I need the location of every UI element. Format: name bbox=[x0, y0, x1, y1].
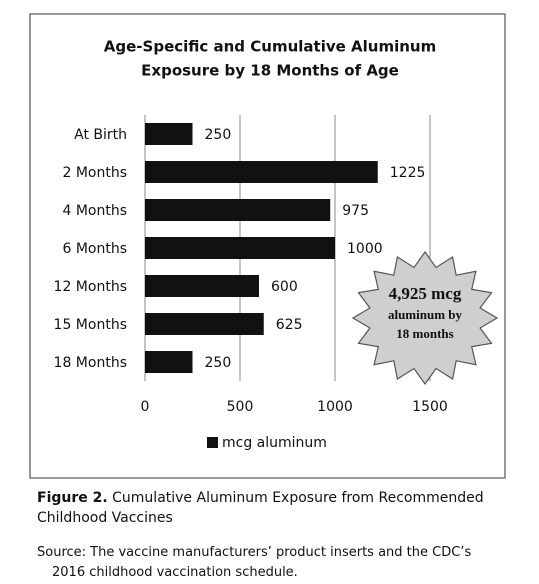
x-tick-label: 0 bbox=[141, 399, 150, 415]
value-label: 1225 bbox=[390, 165, 426, 181]
annotation: 4,925 mcg bbox=[389, 284, 462, 303]
y-tick-label: 15 Months bbox=[54, 317, 127, 333]
value-label: 250 bbox=[205, 355, 232, 371]
chart-frame bbox=[29, 13, 506, 479]
bar bbox=[145, 313, 264, 335]
value-label: 1000 bbox=[347, 241, 383, 257]
bar bbox=[145, 199, 331, 221]
chart-title: Exposure by 18 Months of Age bbox=[141, 62, 399, 80]
legend-swatch bbox=[207, 437, 218, 448]
x-tick-label: 1500 bbox=[412, 399, 448, 415]
bar bbox=[145, 123, 193, 145]
value-label: 250 bbox=[205, 127, 232, 143]
bar bbox=[145, 237, 335, 259]
annotation: 18 months bbox=[396, 326, 453, 341]
y-tick-label: 6 Months bbox=[62, 241, 127, 257]
value-label: 600 bbox=[271, 279, 298, 295]
caption: Figure 2. Cumulative Aluminum Exposure f… bbox=[37, 488, 507, 528]
caption-text: Cumulative Aluminum Exposure from Recomm… bbox=[37, 490, 484, 526]
y-tick-label: 12 Months bbox=[54, 279, 127, 295]
y-tick-label: 18 Months bbox=[54, 355, 127, 371]
caption-label: Figure 2. bbox=[37, 490, 108, 506]
bar bbox=[145, 351, 193, 373]
y-tick-label: 2 Months bbox=[62, 165, 127, 181]
x-tick-label: 1000 bbox=[317, 399, 353, 415]
bar bbox=[145, 275, 259, 297]
bar bbox=[145, 161, 378, 183]
annotation: aluminum by bbox=[388, 307, 463, 322]
legend-label: mcg aluminum bbox=[222, 435, 327, 451]
chart-title: Age-Specific and Cumulative Aluminum bbox=[104, 38, 436, 56]
x-tick-label: 500 bbox=[227, 399, 254, 415]
value-label: 625 bbox=[276, 317, 303, 333]
source: Source: The vaccine manufacturers’ produ… bbox=[37, 545, 472, 580]
y-tick-label: 4 Months bbox=[62, 203, 127, 219]
y-tick-label: At Birth bbox=[74, 127, 127, 143]
chart: Age-Specific and Cumulative Aluminum Exp… bbox=[29, 13, 506, 479]
value-label: 975 bbox=[342, 203, 369, 219]
starburst bbox=[351, 250, 499, 386]
